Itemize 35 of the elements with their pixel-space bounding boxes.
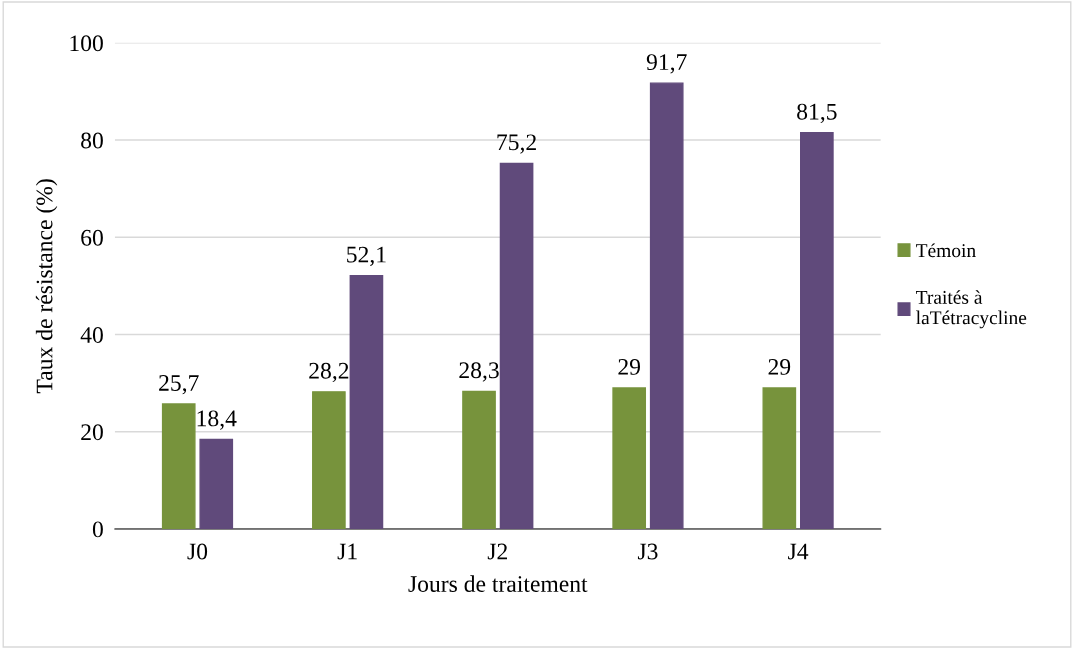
data-label: 28,2	[309, 362, 349, 383]
x-tick-label: J1	[337, 543, 357, 560]
x-tick-label: J0	[187, 543, 208, 560]
x-tick-label: J2	[487, 543, 507, 560]
bar	[762, 387, 797, 529]
bar	[312, 391, 346, 529]
bar	[349, 274, 384, 529]
y-tick-label: 80	[81, 132, 103, 149]
y-axis-title: Taux de résistance (%)	[35, 179, 58, 394]
bar	[462, 390, 496, 529]
data-label: 81,5	[797, 103, 837, 124]
bar	[161, 403, 196, 529]
legend-label: Témoin	[916, 243, 976, 258]
legend-label: Traités à laTétracycline	[916, 290, 1027, 329]
data-label: 18,4	[197, 410, 237, 430]
bar	[199, 438, 234, 529]
data-label: 29	[618, 358, 641, 375]
data-label: 29	[768, 358, 791, 375]
x-axis-title: Jours de traitement	[408, 575, 588, 592]
bar	[499, 162, 534, 529]
bar	[800, 132, 834, 529]
data-label: 75,2	[497, 134, 536, 154]
y-tick-label: 0	[92, 521, 103, 538]
bar	[649, 82, 684, 529]
bar	[612, 387, 647, 529]
data-label: 52,1	[347, 246, 386, 266]
y-tick-label: 100	[70, 35, 103, 52]
y-tick-label: 40	[80, 326, 103, 343]
y-tick-label: 60	[81, 229, 103, 246]
x-tick-label: J4	[788, 543, 809, 560]
data-label: 28,3	[459, 362, 499, 382]
y-tick-label: 20	[81, 424, 103, 441]
data-label: 25,7	[159, 375, 199, 395]
data-label: 91,7	[646, 54, 687, 74]
x-tick-label: J3	[637, 543, 658, 560]
